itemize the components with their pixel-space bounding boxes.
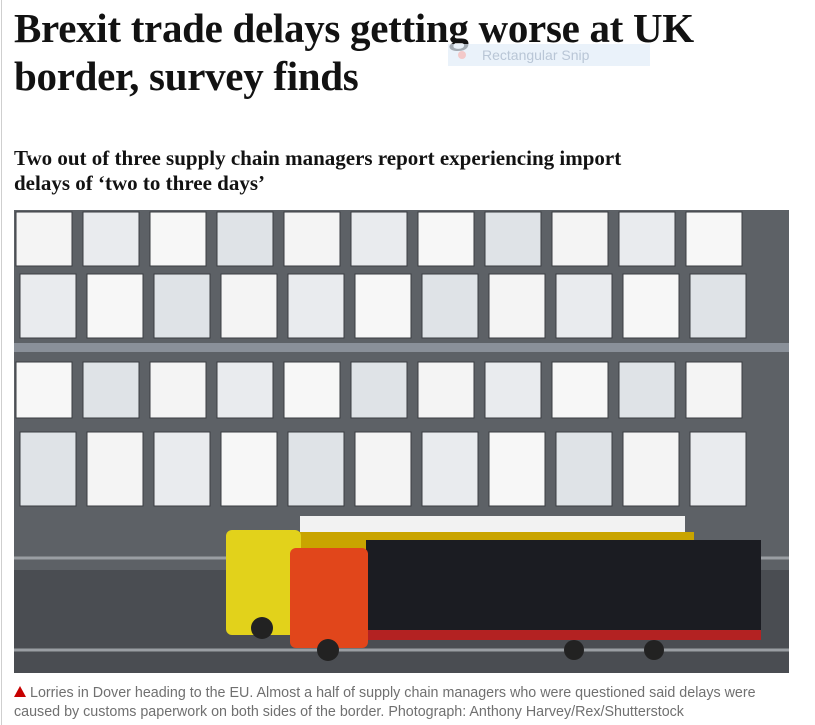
caption-icon: [14, 686, 26, 697]
trailer: [350, 361, 408, 419]
standfirst: Two out of three supply chain managers r…: [14, 146, 622, 195]
trailer: [283, 211, 341, 267]
trailer: [216, 361, 274, 419]
trailer: [484, 361, 542, 419]
truck-cab: [290, 548, 368, 648]
photo: [14, 210, 789, 673]
trailer: [86, 431, 144, 507]
trailer: [685, 361, 743, 419]
trailer: [555, 273, 613, 339]
trailer: [350, 211, 408, 267]
trailer: [82, 361, 140, 419]
trailer: [689, 273, 747, 339]
trailer-stripe: [366, 630, 761, 640]
gantry: [14, 343, 789, 352]
trailer: [354, 431, 412, 507]
trailer: [19, 273, 77, 339]
wheel: [251, 617, 273, 639]
trailer: [484, 211, 542, 267]
headline: Brexit trade delays getting worse at UK …: [14, 5, 694, 99]
page-edge: [1, 0, 2, 725]
trailer: [287, 431, 345, 507]
trailer: [417, 211, 475, 267]
trailer: [19, 431, 77, 507]
wheel: [317, 639, 339, 661]
trailer: [366, 540, 761, 640]
wheel: [564, 640, 584, 660]
trailer: [153, 431, 211, 507]
trailer: [421, 431, 479, 507]
trailer: [220, 273, 278, 339]
truck-cab: [226, 530, 301, 635]
trailer: [283, 361, 341, 419]
trailers: [15, 211, 747, 507]
trailer: [421, 273, 479, 339]
trailer: [149, 211, 207, 267]
trailer: [488, 431, 546, 507]
trailer: [149, 361, 207, 419]
trailer: [86, 273, 144, 339]
trailer: [618, 361, 676, 419]
trailer: [287, 273, 345, 339]
trailer: [15, 361, 73, 419]
trailer: [622, 431, 680, 507]
trailer: [354, 273, 412, 339]
trailer: [82, 211, 140, 267]
trailer: [685, 211, 743, 267]
trailer: [551, 211, 609, 267]
trailer: [618, 211, 676, 267]
trailer: [220, 431, 278, 507]
trailer: [153, 273, 211, 339]
trailer: [15, 211, 73, 267]
caption-text: Lorries in Dover heading to the EU. Almo…: [14, 685, 756, 720]
snip-overlay: Rectangular Snip: [448, 44, 650, 66]
trailer: [417, 361, 475, 419]
trailer: [555, 431, 613, 507]
trailer: [551, 361, 609, 419]
trailer: [488, 273, 546, 339]
trailer: [216, 211, 274, 267]
trailer: [622, 273, 680, 339]
trailer: [689, 431, 747, 507]
caption: Lorries in Dover heading to the EU. Almo…: [14, 684, 804, 722]
wheel: [644, 640, 664, 660]
